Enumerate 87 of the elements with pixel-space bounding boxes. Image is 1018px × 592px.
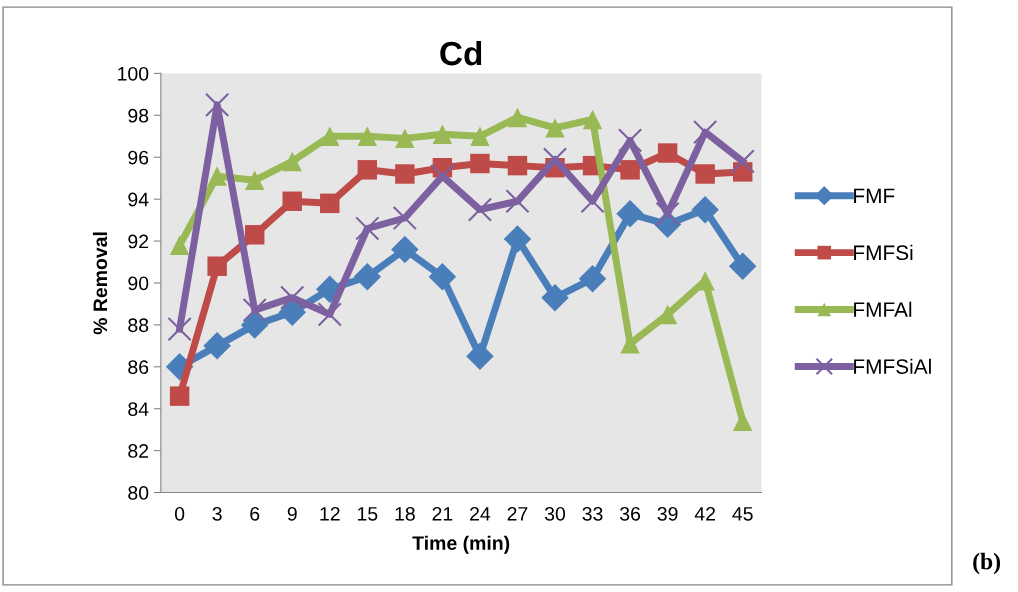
point (207, 256, 227, 276)
point (541, 283, 569, 312)
point (617, 128, 643, 153)
legend-label: FMFAl (854, 301, 912, 317)
point (655, 201, 680, 226)
x-tick-label: 36 (620, 506, 641, 521)
point (207, 166, 227, 186)
point (355, 216, 380, 241)
x-tick-label: 30 (544, 506, 566, 521)
point (244, 170, 265, 191)
y-tick-label: 82 (128, 444, 149, 458)
point (730, 149, 755, 174)
point (320, 193, 340, 214)
point (353, 262, 382, 291)
point (205, 92, 230, 117)
legend-label: FMF (854, 188, 895, 203)
x-tick-label: 24 (470, 506, 491, 521)
point (657, 304, 678, 325)
point (395, 164, 415, 184)
point (695, 164, 715, 184)
point (691, 195, 719, 224)
point (432, 124, 453, 144)
x-tick-label: 15 (357, 507, 378, 521)
point (244, 225, 265, 245)
x-tick-label: 3 (212, 506, 222, 521)
x-tick-label: 12 (320, 506, 340, 521)
y-tick-label: 98 (128, 108, 149, 123)
point (616, 200, 644, 228)
point (357, 126, 378, 146)
point (470, 126, 490, 146)
legend-label: FMFSiAl (854, 358, 931, 374)
x-axis-title: Time (min) (412, 535, 510, 554)
text: (b) (973, 552, 1001, 575)
x-tick-label: 9 (287, 506, 297, 521)
point (240, 311, 269, 339)
y-tick-label: 94 (128, 192, 149, 207)
y-tick-label: 90 (128, 276, 149, 291)
point (280, 285, 305, 310)
legend-label: FMFSi (854, 244, 913, 261)
point (169, 235, 190, 255)
point (507, 107, 528, 128)
point (169, 386, 190, 406)
x-tick-label: 45 (732, 507, 753, 521)
y-tick-label: 96 (128, 150, 149, 165)
point (620, 160, 640, 180)
x-tick-label: 6 (250, 506, 260, 521)
y-tick-label: 88 (128, 318, 149, 333)
point (657, 143, 678, 163)
y-tick-label: 84 (128, 402, 149, 416)
point (467, 197, 493, 222)
x-tick-label: 21 (432, 506, 453, 521)
point (395, 128, 415, 149)
y-axis-title: % Removal (92, 232, 108, 335)
y-tick-label: 86 (128, 360, 149, 375)
point (466, 342, 494, 371)
x-tick-label: 18 (395, 506, 415, 521)
point (428, 262, 457, 291)
y-tick-label: 100 (118, 66, 149, 81)
point (282, 191, 302, 211)
point (282, 151, 302, 172)
point (203, 332, 231, 360)
point (580, 189, 605, 214)
y-tick-label: 80 (128, 486, 149, 500)
point (470, 153, 490, 174)
point (732, 411, 753, 432)
point (505, 189, 530, 214)
point (507, 155, 528, 176)
point (167, 316, 192, 342)
point (317, 302, 342, 327)
x-tick-label: 27 (507, 506, 528, 521)
point (582, 109, 603, 130)
point (357, 160, 378, 180)
point (320, 126, 340, 146)
chart-title: Cd (440, 40, 482, 66)
point (503, 225, 532, 253)
x-tick-label: 42 (694, 506, 715, 521)
x-tick-label: 0 (174, 506, 185, 521)
point (578, 265, 607, 293)
point (391, 235, 419, 264)
point (728, 252, 757, 280)
point (242, 298, 267, 323)
point (693, 119, 718, 145)
x-tick-label: 39 (657, 506, 678, 521)
point (545, 118, 565, 138)
point (392, 205, 417, 231)
x-tick-label: 33 (582, 506, 603, 521)
y-tick-label: 92 (128, 234, 149, 249)
